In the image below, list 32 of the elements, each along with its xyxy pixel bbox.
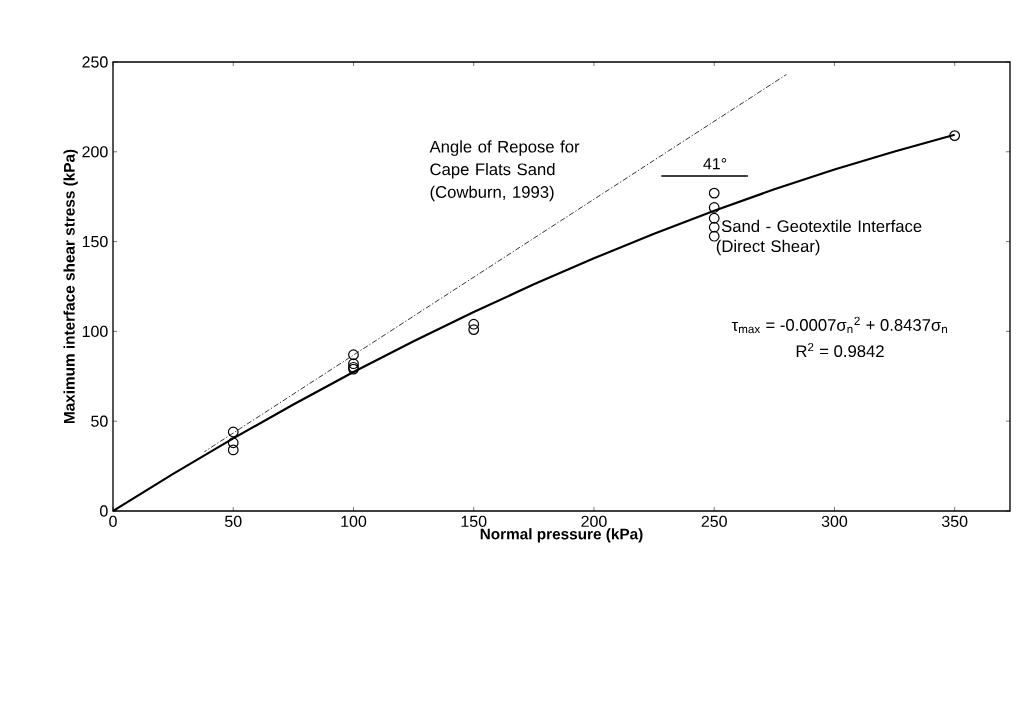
point (708, 202, 720, 213)
x-tick-label: 250 (701, 515, 727, 528)
point (708, 187, 720, 199)
y-tick-label: 100 (82, 325, 108, 338)
x-tick-label: 100 (341, 515, 367, 528)
series-label: Sand - Geotextile Interface (Direct Shear) (716, 219, 922, 256)
point (227, 426, 239, 438)
point (949, 130, 961, 142)
x-tick-label: 350 (941, 515, 968, 528)
y-tick-label: 50 (91, 415, 108, 427)
x-tick-label: 150 (461, 515, 487, 528)
point (348, 349, 359, 361)
point (227, 444, 239, 456)
point (468, 318, 480, 330)
x-tick-label: 200 (581, 515, 607, 528)
point (708, 212, 720, 224)
x-tick-label: 50 (224, 515, 242, 528)
x-axis-title: Normal pressure (kPa) (480, 528, 643, 543)
y-axis-title: Maximum interface shear stress (kPa) (63, 149, 78, 424)
annotation: R$^{2}$ = 0.9842 (796, 342, 884, 358)
annotation: τ$_{max}$ = -0.0007σ$_{n}$$^{2}$ + 0.8437σ$_{n}$ (731, 316, 947, 334)
y-tick-label: 200 (82, 146, 108, 158)
point (468, 324, 480, 335)
y-tick-label: 150 (82, 235, 108, 248)
y-tick-label: 250 (82, 56, 108, 68)
point (708, 221, 720, 233)
annotation: 41° (703, 158, 727, 170)
point (227, 437, 239, 449)
x-tick-label: 0 (109, 515, 117, 528)
x-tick-label: 300 (821, 515, 848, 528)
series-label: Angle of Repose for Cape Flats Sand (Cowburn, 1993) (429, 140, 580, 202)
y-tick-label: 0 (100, 505, 108, 517)
